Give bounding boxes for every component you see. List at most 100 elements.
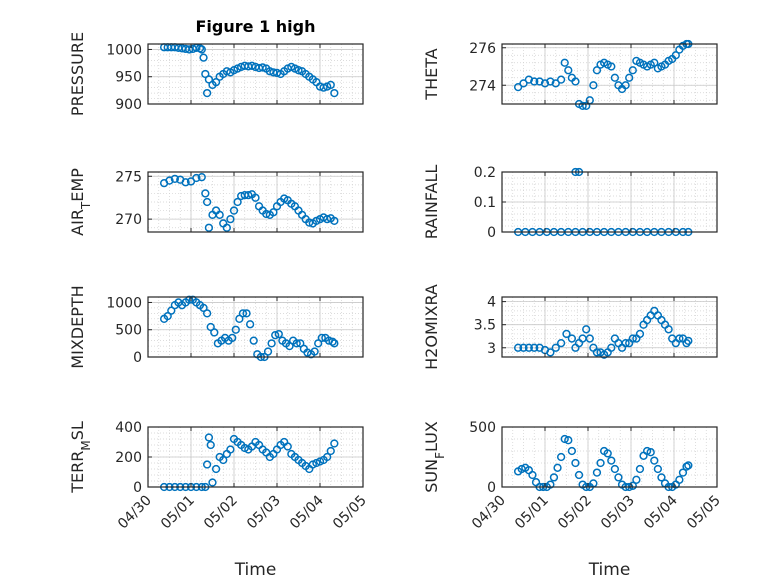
y-tick-label: 3.5 [474, 318, 496, 334]
data-point [684, 336, 693, 345]
data-point [567, 446, 577, 456]
y-tick-label: 500 [115, 323, 142, 339]
data-point [249, 336, 258, 345]
y-axis-label: PRESSURE [68, 32, 87, 116]
data-point [549, 473, 559, 482]
y-axis-label: THETA [422, 48, 441, 100]
y-tick-label: 0 [487, 480, 496, 496]
data-point [562, 329, 571, 339]
data-point [564, 66, 573, 75]
x-tick-label: 05/01 [512, 493, 552, 533]
data-point [204, 223, 214, 232]
axes-box [147, 43, 364, 105]
data-point [219, 455, 228, 465]
data-point [621, 81, 630, 90]
data-point [560, 434, 569, 444]
data-point [229, 206, 239, 215]
data-point [181, 178, 190, 187]
data-point [228, 333, 237, 343]
y-tick-label: 4 [487, 295, 496, 311]
data-point [567, 334, 577, 343]
data-point [671, 51, 680, 60]
data-point [678, 468, 688, 477]
y-tick-label: 400 [115, 420, 142, 436]
y-axis-label: AIRTEMP [68, 168, 93, 236]
data-point [330, 439, 339, 448]
data-point [607, 62, 616, 71]
data-point [614, 473, 623, 482]
y-tick-label: 1000 [106, 295, 142, 311]
y-tick-label: 950 [115, 70, 142, 86]
subplot-air-temp: 270 275 AIRTEMP [68, 168, 364, 236]
data-point [201, 189, 210, 198]
x-tick-label: 05/04 [287, 492, 327, 532]
data-point [585, 334, 594, 343]
data-point [625, 73, 634, 82]
data-point [675, 334, 684, 343]
minor-grid [501, 44, 718, 104]
data-point [206, 440, 215, 450]
data-point [197, 45, 206, 54]
data-point [551, 343, 560, 352]
data-point [513, 343, 523, 352]
y-tick-label: 500 [469, 420, 496, 436]
x-tick-label: 05/04 [641, 492, 681, 532]
data-point [628, 66, 637, 75]
data-point [269, 208, 278, 217]
data-point [208, 478, 217, 487]
data-point [551, 79, 560, 88]
data-point [519, 79, 528, 88]
x-axis-label: Time [234, 560, 277, 580]
y-tick-label: 0 [487, 225, 496, 241]
data-point [628, 334, 637, 343]
data-point [519, 343, 528, 352]
data-point [607, 456, 616, 465]
data-point [513, 82, 523, 92]
data-point [274, 329, 283, 339]
y-tick-label: 200 [115, 450, 142, 466]
subplot-rainfall: 0 0.1 0.2 RAINFALL [422, 165, 718, 241]
data-point [607, 343, 616, 352]
data-point [211, 464, 221, 474]
y-tick-label: 1000 [106, 42, 142, 58]
data-point [202, 88, 212, 98]
data-point [610, 73, 620, 82]
axes-box [501, 426, 718, 488]
data-point [684, 461, 693, 470]
data-point [650, 58, 659, 67]
axes-box [501, 43, 718, 105]
data-point [165, 176, 174, 185]
y-tick-label: 0 [133, 350, 142, 366]
data-point [199, 53, 208, 62]
data-point [192, 173, 201, 183]
data-point [556, 452, 566, 462]
data-point [271, 331, 280, 340]
data-point [578, 101, 587, 111]
subplot-h2omixra: 3 3.5 4 H2OMIXRA [422, 284, 718, 370]
axes-box [147, 296, 364, 358]
y-tick-label: 275 [115, 169, 142, 185]
data-point [546, 480, 555, 489]
subplot-terr-msl: 0 200 400 04/30 05/01 05/02 05/03 05/04 05/05 TER… [68, 420, 370, 580]
minor-grid [147, 172, 364, 232]
y-axis-label: H2OMIXRA [422, 284, 441, 370]
data-point [524, 75, 534, 84]
data-point [244, 190, 253, 200]
data-point [328, 337, 337, 346]
data-point [657, 473, 666, 482]
data-point [556, 339, 566, 348]
data-point [319, 83, 328, 92]
data-point [292, 339, 301, 348]
y-tick-label: 0.2 [474, 165, 496, 181]
data-point [323, 452, 332, 462]
data-point [528, 470, 537, 480]
data-point [635, 464, 645, 474]
data-series [159, 172, 339, 232]
data-point [202, 197, 212, 207]
data-point [546, 348, 555, 357]
x-tick-label: 05/03 [598, 493, 638, 533]
data-point [310, 347, 319, 356]
x-tick-label: 04/30 [115, 493, 155, 533]
data-point [330, 339, 339, 348]
